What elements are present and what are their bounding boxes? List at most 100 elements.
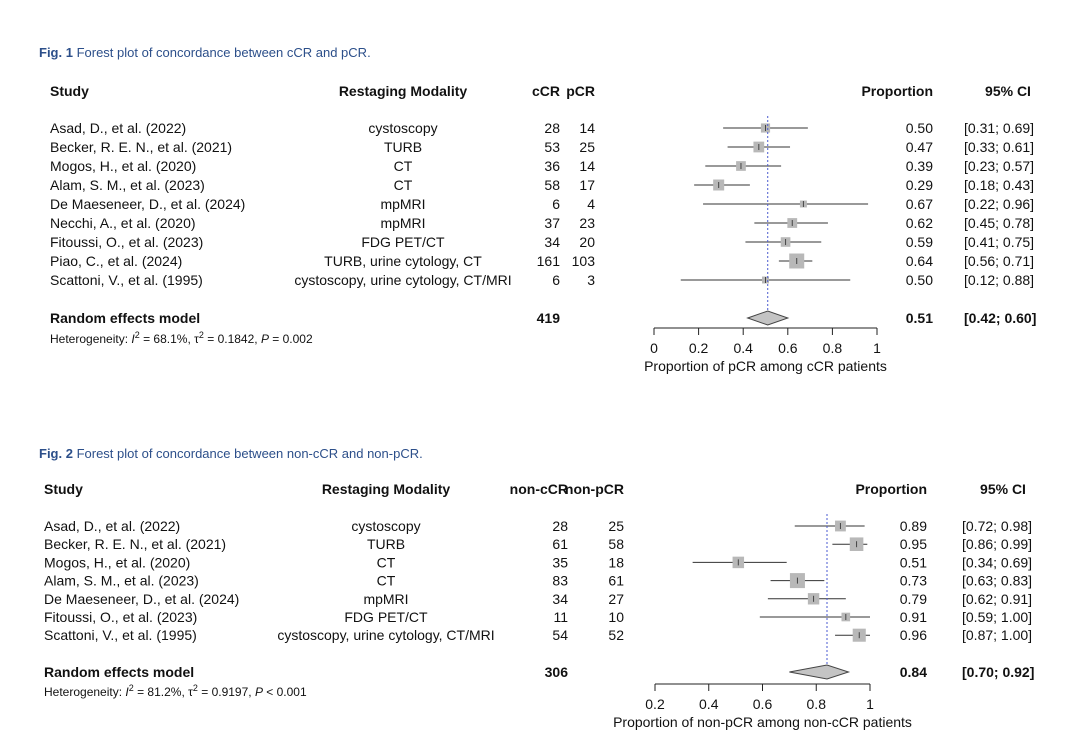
study-label: Alam, S. M., et al. (2023) bbox=[50, 177, 205, 193]
study-label: Mogos, H., et al. (2020) bbox=[50, 158, 196, 174]
events-value: 25 bbox=[608, 518, 624, 534]
total-value: 11 bbox=[553, 609, 568, 625]
study-label: Asad, D., et al. (2022) bbox=[44, 518, 180, 534]
total-value: 34 bbox=[552, 591, 568, 607]
modality-label: CT bbox=[377, 554, 396, 570]
x-tick-label: 0.2 bbox=[645, 696, 665, 712]
events-value: 25 bbox=[579, 139, 595, 155]
pooled-diamond bbox=[789, 664, 851, 680]
ci-value: [0.59; 1.00] bbox=[962, 609, 1032, 625]
study-label: De Maeseneer, D., et al. (2024) bbox=[50, 196, 245, 212]
pooled-total: 306 bbox=[545, 664, 569, 680]
modality-label: FDG PET/CT bbox=[344, 609, 428, 625]
ci-value: [0.41; 0.75] bbox=[964, 234, 1034, 250]
proportion-value: 0.95 bbox=[900, 536, 927, 552]
events-value: 18 bbox=[608, 554, 624, 570]
total-value: 28 bbox=[552, 518, 568, 534]
header-proportion: Proportion bbox=[855, 481, 927, 497]
proportion-value: 0.47 bbox=[906, 139, 933, 155]
header-ci: 95% CI bbox=[980, 481, 1026, 497]
study-label: Necchi, A., et al. (2020) bbox=[50, 215, 196, 231]
header-total: cCR bbox=[532, 83, 560, 99]
events-value: 14 bbox=[579, 120, 595, 136]
study-label: Alam, S. M., et al. (2023) bbox=[44, 573, 199, 589]
ci-value: [0.56; 0.71] bbox=[964, 253, 1034, 269]
proportion-value: 0.50 bbox=[906, 120, 933, 136]
x-tick-label: 1 bbox=[866, 696, 874, 712]
events-value: 17 bbox=[579, 177, 595, 193]
total-value: 35 bbox=[552, 554, 568, 570]
events-value: 23 bbox=[579, 215, 595, 231]
x-tick-label: 0.8 bbox=[807, 696, 827, 712]
modality-label: cystoscopy bbox=[351, 518, 420, 534]
pooled-label: Random effects model bbox=[44, 664, 194, 680]
proportion-value: 0.59 bbox=[906, 234, 933, 250]
ci-value: [0.34; 0.69] bbox=[962, 554, 1032, 570]
heterogeneity-text: Heterogeneity: I2 = 68.1%, τ2 = 0.1842, … bbox=[50, 330, 313, 346]
pooled-proportion: 0.84 bbox=[900, 664, 927, 680]
header-events: pCR bbox=[566, 83, 595, 99]
total-value: 36 bbox=[544, 158, 560, 174]
study-label: Fitoussi, O., et al. (2023) bbox=[50, 234, 203, 250]
ci-value: [0.87; 1.00] bbox=[962, 627, 1032, 643]
x-axis-label: Proportion of non-pCR among non-cCR pati… bbox=[613, 714, 912, 730]
x-tick-label: 0.6 bbox=[753, 696, 773, 712]
figure-2: Fig. 2 Forest plot of concordance betwee… bbox=[0, 400, 1086, 743]
x-axis-label: Proportion of pCR among cCR patients bbox=[644, 358, 887, 374]
events-value: 61 bbox=[608, 573, 624, 589]
modality-label: mpMRI bbox=[380, 215, 425, 231]
pooled-proportion: 0.51 bbox=[906, 310, 933, 326]
study-label: De Maeseneer, D., et al. (2024) bbox=[44, 591, 239, 607]
study-label: Scattoni, V., et al. (1995) bbox=[50, 272, 203, 288]
total-value: 61 bbox=[552, 536, 568, 552]
study-label: Piao, C., et al. (2024) bbox=[50, 253, 182, 269]
proportion-value: 0.96 bbox=[900, 627, 927, 643]
x-tick-label: 0.4 bbox=[699, 696, 719, 712]
header-proportion: Proportion bbox=[861, 83, 933, 99]
modality-label: TURB bbox=[367, 536, 405, 552]
modality-label: TURB bbox=[384, 139, 422, 155]
modality-label: FDG PET/CT bbox=[361, 234, 445, 250]
figure-caption: Fig. 2 Forest plot of concordance betwee… bbox=[39, 446, 423, 461]
modality-label: cystoscopy, urine cytology, CT/MRI bbox=[277, 627, 494, 643]
proportion-value: 0.64 bbox=[906, 253, 933, 269]
total-value: 28 bbox=[544, 120, 560, 136]
events-value: 27 bbox=[608, 591, 624, 607]
modality-label: cystoscopy, urine cytology, CT/MRI bbox=[294, 272, 511, 288]
study-label: Asad, D., et al. (2022) bbox=[50, 120, 186, 136]
caption-text: Forest plot of concordance between non-c… bbox=[76, 446, 423, 461]
modality-label: CT bbox=[377, 573, 396, 589]
x-tick-label: 0.8 bbox=[823, 340, 843, 356]
ci-value: [0.45; 0.78] bbox=[964, 215, 1034, 231]
header-modality: Restaging Modality bbox=[322, 481, 451, 497]
ci-value: [0.31; 0.69] bbox=[964, 120, 1034, 136]
caption-text: Forest plot of concordance between cCR a… bbox=[76, 45, 371, 60]
study-label: Mogos, H., et al. (2020) bbox=[44, 554, 190, 570]
proportion-value: 0.29 bbox=[906, 177, 933, 193]
ci-value: [0.22; 0.96] bbox=[964, 196, 1034, 212]
pooled-label: Random effects model bbox=[50, 310, 200, 326]
total-value: 54 bbox=[552, 627, 568, 643]
pooled-ci: [0.70; 0.92] bbox=[962, 664, 1034, 680]
modality-label: CT bbox=[394, 158, 413, 174]
ci-value: [0.23; 0.57] bbox=[964, 158, 1034, 174]
figure-1: Fig. 1 Forest plot of concordance betwee… bbox=[39, 45, 1036, 374]
events-value: 58 bbox=[608, 536, 624, 552]
pooled-diamond bbox=[746, 310, 790, 326]
header-events: non-pCR bbox=[565, 481, 624, 497]
x-tick-label: 0 bbox=[650, 340, 658, 356]
figure-caption: Fig. 1 Forest plot of concordance betwee… bbox=[39, 45, 371, 60]
total-value: 83 bbox=[552, 573, 568, 589]
ci-value: [0.72; 0.98] bbox=[962, 518, 1032, 534]
proportion-value: 0.67 bbox=[906, 196, 933, 212]
ci-value: [0.86; 0.99] bbox=[962, 536, 1032, 552]
header-total: non-cCR bbox=[510, 481, 568, 497]
study-label: Becker, R. E. N., et al. (2021) bbox=[44, 536, 226, 552]
ci-value: [0.63; 0.83] bbox=[962, 573, 1032, 589]
modality-label: mpMRI bbox=[363, 591, 408, 607]
events-value: 3 bbox=[587, 272, 595, 288]
proportion-value: 0.89 bbox=[900, 518, 927, 534]
forest-plot-1: Study Restaging Modality cCR pCR Proportion 9… bbox=[50, 83, 1036, 374]
modality-label: CT bbox=[394, 177, 413, 193]
